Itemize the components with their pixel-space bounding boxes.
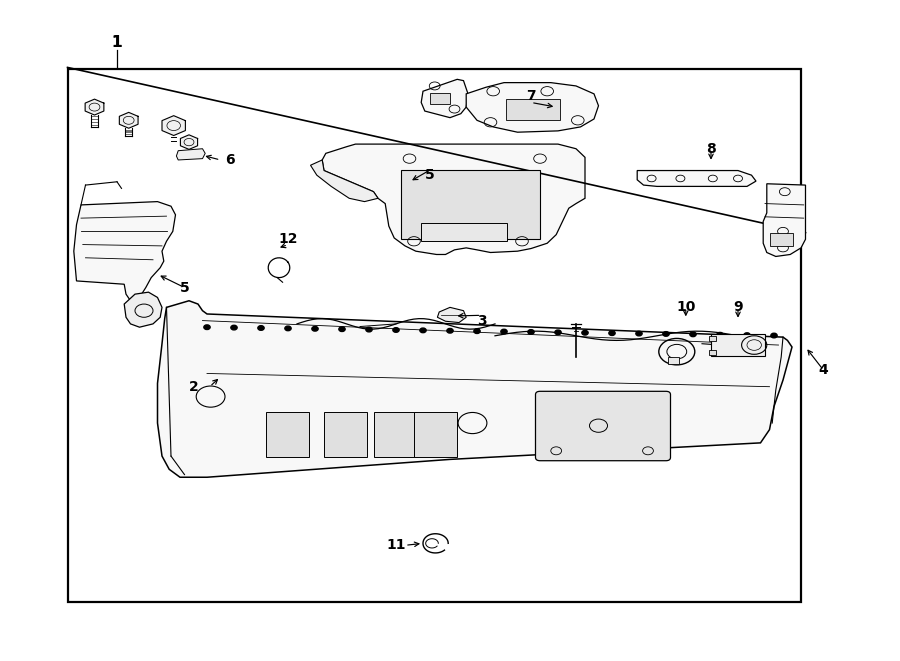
Circle shape: [338, 327, 346, 331]
Circle shape: [527, 330, 535, 334]
Circle shape: [447, 329, 453, 333]
Bar: [770, 233, 793, 246]
Circle shape: [608, 331, 616, 335]
Text: 6: 6: [225, 153, 234, 167]
Text: 4: 4: [819, 363, 828, 377]
Text: 2: 2: [189, 379, 198, 394]
Circle shape: [474, 329, 481, 333]
Text: 11: 11: [386, 538, 406, 553]
Bar: [400, 170, 540, 239]
Polygon shape: [421, 79, 468, 118]
Bar: [668, 357, 679, 364]
Bar: [722, 340, 742, 352]
Text: 1: 1: [112, 36, 122, 50]
Text: 10: 10: [676, 300, 696, 315]
Polygon shape: [124, 292, 162, 327]
Circle shape: [203, 325, 211, 329]
Polygon shape: [310, 160, 378, 202]
Text: 9: 9: [734, 300, 742, 315]
Polygon shape: [176, 149, 205, 160]
Circle shape: [690, 332, 697, 336]
FancyBboxPatch shape: [536, 391, 670, 461]
Circle shape: [582, 330, 589, 335]
Circle shape: [419, 328, 427, 332]
Circle shape: [500, 329, 507, 334]
Text: 5: 5: [426, 168, 435, 182]
Circle shape: [312, 327, 319, 331]
Circle shape: [743, 333, 751, 337]
Text: 3: 3: [477, 313, 486, 328]
Polygon shape: [162, 116, 185, 136]
Circle shape: [365, 327, 373, 332]
Bar: [414, 412, 457, 457]
Polygon shape: [120, 112, 138, 128]
Text: 1: 1: [112, 36, 122, 50]
Circle shape: [284, 326, 291, 330]
Bar: [430, 93, 450, 104]
Bar: [506, 99, 560, 120]
Circle shape: [635, 331, 643, 336]
Polygon shape: [158, 301, 792, 477]
Circle shape: [662, 332, 669, 336]
Polygon shape: [74, 202, 176, 304]
Text: 5: 5: [180, 280, 189, 295]
Polygon shape: [437, 307, 466, 323]
Text: 12: 12: [278, 232, 298, 247]
Polygon shape: [180, 135, 198, 149]
Bar: [709, 350, 716, 355]
Circle shape: [258, 326, 265, 330]
Bar: [421, 223, 507, 241]
Polygon shape: [637, 171, 756, 186]
Bar: [324, 412, 367, 457]
Bar: [68, 69, 801, 602]
Bar: [266, 412, 309, 457]
Circle shape: [230, 325, 238, 330]
Polygon shape: [466, 83, 598, 132]
Text: 7: 7: [526, 89, 536, 103]
Polygon shape: [322, 144, 585, 254]
Bar: [711, 334, 765, 356]
Circle shape: [770, 333, 778, 338]
Circle shape: [392, 328, 400, 332]
Text: 8: 8: [706, 141, 716, 156]
Circle shape: [554, 330, 562, 334]
Bar: [709, 336, 716, 341]
Bar: [374, 412, 417, 457]
Circle shape: [716, 332, 723, 337]
Polygon shape: [763, 184, 806, 256]
Polygon shape: [86, 99, 104, 115]
